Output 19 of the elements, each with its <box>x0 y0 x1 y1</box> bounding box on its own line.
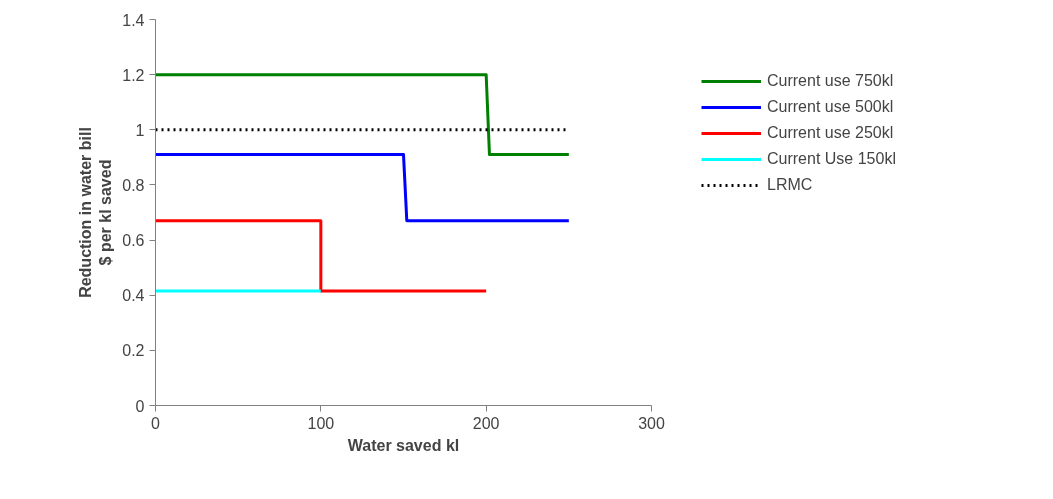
y-tick-label: 0.2 <box>122 342 145 360</box>
y-tick-label: 0.6 <box>122 232 145 250</box>
y-axis-title: Reduction in water bill $ per kl saved <box>76 127 115 298</box>
legend-label: Current use 750kl <box>767 71 894 91</box>
x-tick-label: 200 <box>472 414 500 432</box>
x-tick-label: 300 <box>638 414 665 432</box>
x-axis-title: Water saved kl <box>347 436 460 454</box>
y-tick-label: 1.2 <box>122 66 145 84</box>
y-tick-label: 0.4 <box>122 287 145 305</box>
y-tick-label: 1.4 <box>122 11 145 29</box>
y-tick-label: 1 <box>135 121 145 139</box>
legend-label: Current Use 150kl <box>767 149 896 169</box>
legend-label: Current use 250kl <box>767 123 894 143</box>
legend-label: LRMC <box>767 175 813 195</box>
x-tick-label: 0 <box>151 414 161 432</box>
y-tick-label: 0.8 <box>122 176 145 194</box>
y-tick-label: 0 <box>135 397 145 415</box>
legend-label: Current use 500kl <box>767 97 894 117</box>
x-tick-label: 100 <box>307 414 335 432</box>
